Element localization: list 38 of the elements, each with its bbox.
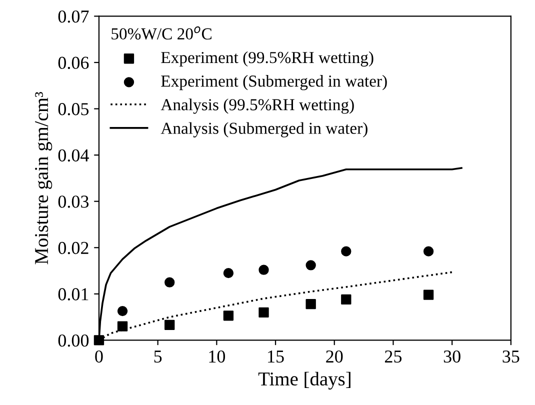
y-tick-label: 0.07	[58, 10, 89, 23]
legend-label: Experiment (99.5%RH wetting)	[161, 51, 374, 67]
legend-title: 50%W/C 20$^{o}$C	[112, 26, 212, 40]
x-tick-label: 25	[384, 350, 402, 363]
y-tick-label: 0.05	[58, 103, 89, 116]
y-tick-label: 0.03	[58, 196, 89, 208]
point	[164, 277, 175, 288]
point	[258, 307, 269, 318]
x-tick-label: 15	[268, 350, 284, 363]
point	[258, 264, 269, 275]
legend-label: Experiment (Submerged in water)	[161, 75, 387, 90]
point	[223, 268, 234, 278]
legend-label: Analysis (Submerged in water)	[160, 122, 368, 138]
point	[164, 320, 175, 330]
x-tick-label: 0	[95, 350, 103, 363]
point	[223, 310, 234, 321]
y-tick-label: 0.06	[58, 56, 89, 70]
x-tick-label: 10	[209, 350, 226, 363]
point	[94, 335, 104, 346]
x-tick-label: 20	[326, 350, 343, 363]
point	[423, 290, 434, 300]
x-tick-label: 30	[444, 350, 460, 363]
y-tick-label: 0.04	[58, 149, 89, 162]
point	[341, 294, 352, 305]
y-axis-title: Moisture gain gm/cm³	[35, 92, 52, 264]
point	[117, 306, 128, 316]
y-tick-label: 0.02	[58, 242, 88, 254]
point	[341, 246, 352, 256]
x-tick-label: 5	[154, 350, 162, 363]
y-tick-label: 0.01	[58, 288, 88, 300]
legend-label: Analysis (99.5%RH wetting)	[160, 98, 354, 114]
point	[306, 260, 316, 270]
y-tick-label: 0.00	[58, 334, 89, 347]
x-axis-title: Time [days]	[258, 372, 350, 390]
point	[306, 299, 316, 310]
point	[423, 246, 434, 256]
x-tick-label: 35	[502, 350, 520, 363]
point	[117, 321, 128, 332]
